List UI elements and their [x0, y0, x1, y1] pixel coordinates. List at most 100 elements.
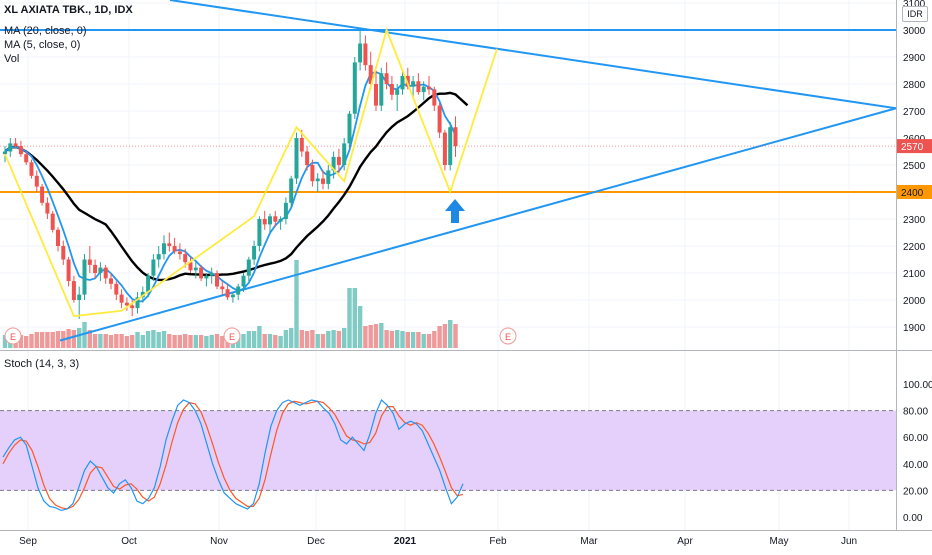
volume-bar [172, 335, 177, 348]
last-price-label: 2570 [901, 142, 924, 153]
volume-bar [2, 335, 8, 348]
candle-body [77, 294, 82, 300]
candle-body [427, 86, 431, 90]
volume-bar [304, 331, 310, 348]
time-tick-label: Jun [841, 536, 857, 547]
candle-body [82, 259, 87, 295]
volume-bar [130, 335, 135, 348]
stoch-d-line [2, 400, 464, 510]
volume-bar [188, 335, 193, 348]
candle-body [442, 132, 447, 165]
candle-body [411, 81, 416, 87]
volume-bar [326, 331, 331, 348]
volume-bar [55, 331, 61, 348]
price-tick-label: 2500 [903, 161, 926, 172]
candle-body [209, 273, 214, 276]
volume-bar [273, 335, 278, 348]
volume-bar [368, 325, 373, 348]
candle-body [151, 259, 156, 276]
candle-body [177, 251, 182, 255]
candle-body [93, 264, 98, 273]
candle-body [252, 246, 257, 260]
candle-body [363, 43, 368, 66]
candle-body [193, 267, 198, 271]
candle-body [3, 151, 7, 155]
candle-body [262, 219, 267, 225]
volume-bar [389, 331, 395, 348]
time-axis: Sep Oct Nov Dec 2021 Feb Mar Apr May Jun [19, 536, 857, 547]
candle-body [368, 65, 373, 84]
event-marker-label: E [229, 332, 235, 342]
candle-body [416, 81, 421, 93]
candle-body [50, 213, 55, 230]
volume-bar [246, 331, 251, 348]
stoch-k-line [2, 398, 464, 512]
candle-body [130, 305, 135, 309]
volume-bar [283, 330, 289, 348]
volume-bar [34, 332, 39, 348]
volume-bar [77, 328, 82, 348]
volume-bar [198, 335, 204, 348]
price-tick-label: 2300 [903, 215, 926, 226]
currency-badge[interactable]: IDR [902, 6, 928, 22]
candle-body [278, 219, 283, 222]
candle-body [400, 75, 405, 90]
candle-body [162, 243, 166, 255]
stoch-tick-label: 40.00 [903, 460, 928, 471]
time-tick-label: Mar [580, 536, 598, 547]
price-tick-label: 2000 [903, 296, 926, 307]
volume-bar [453, 324, 458, 348]
candle-body [230, 294, 235, 298]
volume-layer [2, 260, 458, 348]
candle-body [384, 73, 389, 84]
volume-bar [289, 328, 294, 348]
volume-bar [437, 326, 442, 348]
volume-bar [405, 332, 410, 348]
volume-bar [278, 336, 283, 348]
volume-bar [262, 334, 267, 348]
price-tick-label: 2200 [903, 242, 926, 253]
volume-bar [426, 334, 432, 348]
volume-legend[interactable]: Vol [4, 53, 20, 65]
candle-body [103, 267, 108, 279]
volume-bar [119, 334, 124, 348]
time-tick-label: Feb [489, 536, 507, 547]
volume-bar [416, 332, 421, 348]
stoch-tick-label: 60.00 [903, 433, 928, 444]
volume-bar [410, 332, 416, 348]
volume-bar [161, 331, 167, 348]
candle-body [56, 229, 60, 246]
candle-body [273, 216, 278, 222]
volume-bar [267, 334, 273, 348]
support-price-label: 2400 [901, 188, 924, 199]
candle-body [61, 246, 66, 260]
volume-bar [257, 326, 262, 348]
descending-trendline [169, 0, 897, 110]
event-marker-label: E [10, 332, 16, 342]
volume-bar [167, 334, 172, 348]
candle-body [199, 267, 204, 279]
candle-body [453, 127, 458, 147]
volume-bar [177, 335, 183, 348]
volume-bar [87, 330, 92, 348]
time-tick-label: Dec [307, 536, 325, 547]
symbol-title[interactable]: XL AXIATA TBK., 1D, IDX [4, 4, 133, 16]
candle-body [294, 138, 299, 179]
candle-body [40, 186, 45, 203]
candle-body [342, 143, 347, 165]
volume-bar [220, 336, 225, 348]
candle-body [124, 302, 129, 306]
volume-bar [379, 323, 384, 348]
volume-bar [395, 330, 400, 348]
ma20-legend[interactable]: MA (20, close, 0) [4, 25, 87, 37]
candle-body [45, 202, 50, 214]
time-tick-label: 2021 [394, 536, 417, 547]
stoch-legend[interactable]: Stoch (14, 3, 3) [4, 358, 80, 370]
ma5-legend[interactable]: MA (5, close, 0) [4, 39, 81, 51]
candle-body [405, 75, 410, 87]
candle-body [374, 84, 378, 106]
price-tick-label: 2900 [903, 53, 926, 64]
candle-body [8, 143, 13, 152]
